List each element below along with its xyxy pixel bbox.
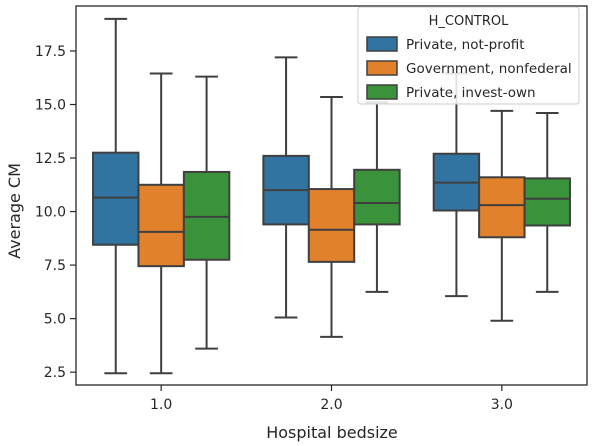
box-3_0-series-1-box [478,176,526,239]
y-tick-label-6: 17.5 [35,44,66,60]
plot-area: 1.0 2.0 3.0 2.5 5.0 7.5 10.0 12.5 15.0 17.5 H_CONT… [35,5,588,413]
legend-swatch-2 [366,84,398,100]
box-1_0-series-2-box [182,170,231,261]
x-tick-label-1: 2.0 [320,397,342,413]
box-2_0-series-1-box [307,188,356,263]
y-tick-label-1: 5.0 [44,312,66,328]
legend-label-1: Government, nonfederal [406,61,572,77]
legend-swatch-1 [366,60,398,76]
y-tick-label-2: 7.5 [44,258,66,274]
y-tick-label-0: 2.5 [44,365,66,381]
legend-label-2: Private, invest-own [406,85,536,101]
y-tick-label-4: 12.5 [35,151,66,167]
legend-label-0: Private, not-profit [406,37,525,53]
box-2_0-series-2-box [353,168,401,226]
y-tick-label-5: 15.0 [35,97,66,113]
box-1_0-series-0-box [92,151,140,246]
box-1_0-series-1-box [137,183,185,268]
x-tick-label-2: 3.0 [491,397,513,413]
y-tick-label-3: 10.0 [35,205,66,221]
box-3_0-series-2-box [523,177,571,227]
y-axis-label: Average CM [5,163,24,259]
plot-frame [75,5,588,386]
legend-box [357,6,580,105]
x-axis-label: Hospital bedsize [266,423,398,442]
legend-swatch-0 [366,36,398,52]
legend-title: H_CONTROL [429,14,510,29]
x-tick-label-0: 1.0 [150,397,172,413]
